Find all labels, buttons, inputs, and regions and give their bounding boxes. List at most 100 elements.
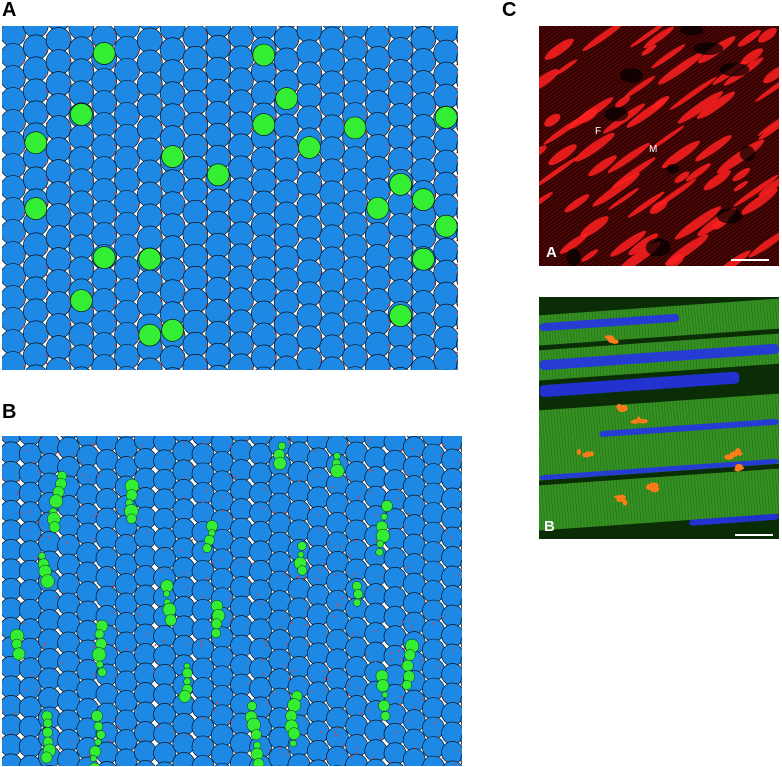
striation (657, 477, 663, 522)
boundary-dot (365, 44, 367, 47)
myocyte-cell (249, 638, 272, 661)
boundary-dot (222, 509, 225, 512)
myocyte-cell (22, 78, 49, 105)
boundary-dot (137, 75, 139, 78)
myocyte-cell (441, 682, 462, 706)
boundary-dot (319, 731, 322, 734)
boundary-dot (411, 447, 414, 450)
striation (654, 432, 660, 473)
myocyte-cell (364, 222, 391, 248)
striation (539, 440, 543, 481)
myocyte-cell (191, 599, 215, 622)
myocyte-cell (387, 147, 414, 173)
fibroblast-signal (624, 75, 656, 98)
myocyte-cell (137, 181, 163, 208)
fibroblast-cell (91, 710, 103, 722)
boundary-dot (305, 607, 308, 610)
myocyte-cell (441, 643, 462, 667)
fibroblast-cell (24, 131, 48, 154)
boundary-dot (433, 66, 436, 68)
myocyte-cell (249, 521, 272, 544)
fibroblast-cell (206, 163, 230, 187)
myocyte-cell (137, 71, 163, 98)
boundary-dot (342, 346, 344, 349)
boundary-dot (365, 268, 367, 271)
boundary-dot (387, 104, 390, 106)
fibroblast-signal (763, 65, 779, 84)
myocyte-cell (364, 466, 388, 489)
dark-gap (716, 208, 743, 224)
striation (690, 474, 696, 520)
fibroblast-signal (651, 44, 686, 69)
myocyte-cell (296, 215, 323, 242)
striation (708, 303, 713, 334)
striation (765, 469, 771, 515)
myocyte-cell (22, 254, 49, 281)
myocyte-cell (76, 678, 100, 702)
myocyte-cell (392, 367, 409, 370)
myocyte-cell (230, 498, 253, 521)
boundary-dot (346, 477, 349, 480)
myocyte-cell (18, 657, 42, 680)
myocyte-cell (182, 265, 209, 292)
fibroblast-signal (608, 187, 640, 210)
boundary-dot (273, 268, 276, 271)
myocyte-cell (76, 620, 100, 643)
myocyte-cell (342, 344, 368, 370)
myocyte-cell (460, 461, 462, 473)
fibroblast-cell (138, 247, 162, 271)
boundary-dot (262, 673, 264, 676)
fibroblast-cell (96, 730, 106, 740)
myocyte-cell (134, 643, 157, 666)
boundary-dot (283, 753, 286, 756)
boundary-dot (202, 717, 204, 720)
fibroblast-cell (297, 541, 307, 551)
myocyte-cell (228, 265, 254, 292)
striation (539, 26, 779, 266)
boundary-dot (114, 144, 116, 146)
boundary-dot (68, 275, 71, 277)
striation (726, 427, 732, 468)
fibroblast-marker-label: F (595, 126, 602, 137)
striation (539, 66, 779, 266)
boundary-dot (164, 548, 166, 551)
myocyte-cell (342, 322, 368, 348)
myocyte-cell (45, 93, 72, 119)
striation (539, 26, 774, 167)
striation (539, 26, 779, 266)
myocyte-cell (2, 153, 26, 179)
boundary-dot (319, 207, 322, 210)
boundary-dot (324, 689, 327, 692)
boundary-dot (114, 304, 116, 306)
myocyte-cell (306, 564, 330, 588)
striation (741, 471, 747, 517)
myocyte-cell (296, 259, 323, 286)
boundary-dot (45, 74, 48, 77)
myocyte-cell (433, 127, 458, 154)
myocyte-cell (210, 665, 234, 689)
boundary-dot (406, 566, 409, 569)
striation (570, 483, 576, 529)
myocyte-cell (210, 470, 234, 494)
fibroblast-cell (49, 494, 63, 509)
myocyte-column (433, 26, 458, 370)
striation (615, 479, 621, 525)
myocyte-cell (182, 89, 209, 116)
striation (539, 96, 779, 266)
boundary-dot (230, 721, 233, 723)
boundary-dot (205, 279, 208, 282)
boundary-dot (251, 303, 253, 306)
myocyte-column (2, 26, 26, 370)
striation (539, 115, 779, 266)
boundary-dot (419, 659, 422, 662)
striation (702, 303, 707, 334)
boundary-dot (365, 68, 367, 71)
striation (690, 304, 695, 335)
boundary-dot (91, 292, 94, 295)
fibroblast-cell (246, 717, 261, 732)
striation (681, 430, 687, 471)
striation (540, 440, 546, 481)
boundary-dot (403, 647, 406, 650)
myocyte-cell (307, 759, 329, 766)
boundary-dot (25, 689, 27, 691)
